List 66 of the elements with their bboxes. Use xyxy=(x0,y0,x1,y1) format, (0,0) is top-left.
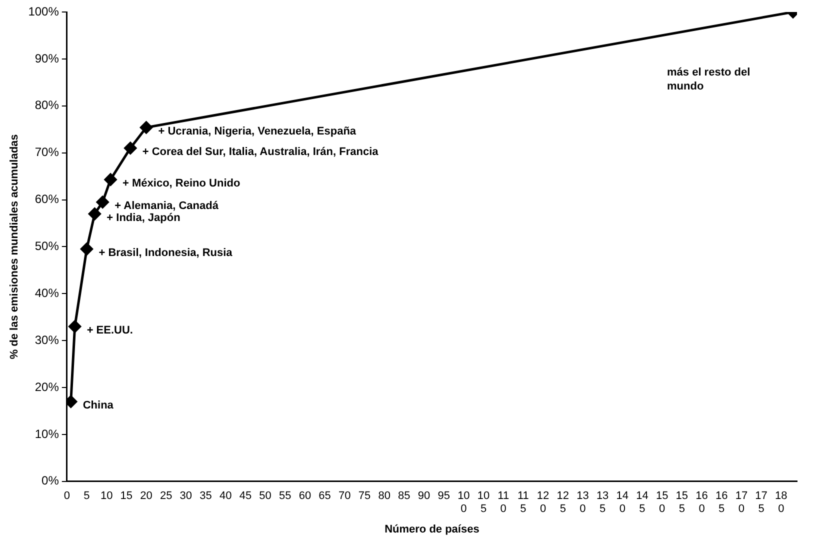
y-tick-label: 40% xyxy=(34,286,60,300)
x-tick-label: 14 5 xyxy=(636,490,648,516)
point xyxy=(140,121,152,134)
x-tick-label: 15 xyxy=(120,490,133,502)
x-tick-label: 25 xyxy=(160,490,172,502)
x-tick-label: 10 5 xyxy=(477,490,490,516)
x-tick-label: 20 xyxy=(140,490,152,502)
x-tick-label: 15 0 xyxy=(656,490,668,516)
annotation: + México, Reino Unido xyxy=(122,178,240,190)
y-tick-label: 90% xyxy=(34,51,60,66)
x-tick-label: 10 0 xyxy=(458,490,470,516)
x-tick-label: 60 xyxy=(298,490,312,502)
x-tick-label: 65 xyxy=(318,490,331,502)
y-tick-label: 50% xyxy=(34,239,60,254)
point xyxy=(80,242,93,256)
x-tick-label: 50 xyxy=(259,490,272,502)
x-tick-label: 16 5 xyxy=(715,490,728,516)
x-tick-label: 11 0 xyxy=(498,490,510,516)
x-tick-label: 13 0 xyxy=(576,490,589,516)
x-tick-label: 55 xyxy=(279,490,292,502)
y-tick-label: 70% xyxy=(34,145,60,160)
annotation: + Ucrania, Nigeria, Venezuela, España xyxy=(158,126,357,138)
x-tick-label: 17 0 xyxy=(735,490,748,516)
y-tick-label: 60% xyxy=(34,192,60,206)
annotation: + Alemania, Canadá xyxy=(114,200,220,212)
point xyxy=(88,208,101,220)
annotation: + EE.UU. xyxy=(86,324,133,337)
x-tick-label: 12 5 xyxy=(556,490,570,516)
annotation: + Brasil, Indonesia, Rusia xyxy=(98,247,234,260)
x-tick-label: 95 xyxy=(438,490,450,502)
y-tick-label: 0% xyxy=(42,474,60,488)
x-tick-label: 16 0 xyxy=(696,490,708,516)
y-tick-label: 10% xyxy=(34,426,60,441)
y-tick-label: 30% xyxy=(34,332,60,347)
x-tick-label: 10 xyxy=(100,490,113,502)
x-tick-label: 40 xyxy=(219,490,232,502)
y-tick-label: 80% xyxy=(34,98,60,112)
x-tick-label: 35 xyxy=(200,490,212,502)
x-tick-label: 14 0 xyxy=(616,490,629,516)
annotation: más el resto del mundo xyxy=(667,66,750,93)
annotation: China xyxy=(82,400,114,412)
annotation: + India, Japón xyxy=(106,212,181,224)
x-tick-label: 18 0 xyxy=(775,490,788,516)
x-tick-label: 17 5 xyxy=(755,490,768,516)
x-tick-label: 0 xyxy=(64,490,70,502)
x-tick-label: 12 0 xyxy=(536,490,550,516)
x-tick-label: 5 xyxy=(84,490,90,502)
x-tick-label: 13 5 xyxy=(596,490,609,516)
annotation: + Corea del Sur, Italia, Australia, Irán, Francia xyxy=(142,146,380,158)
y-tick-label: 20% xyxy=(34,380,60,394)
point xyxy=(124,142,137,154)
point xyxy=(104,173,117,186)
point xyxy=(96,196,109,208)
x-tick-label: 70 xyxy=(338,490,351,502)
y-tick-label: 100% xyxy=(28,4,60,18)
x-tick-label: 30 xyxy=(180,490,192,502)
y-axis-title: % de las emisiones mundiales acumuladas xyxy=(8,134,21,360)
x-tick-label: 90 xyxy=(418,490,430,502)
x-tick-label: 15 5 xyxy=(676,490,688,516)
x-tick-label: 11 5 xyxy=(518,490,529,516)
x-axis-title: Número de países xyxy=(384,523,480,536)
x-tick-label: 75 xyxy=(358,490,371,502)
x-tick-label: 45 xyxy=(239,490,252,502)
x-tick-label: 85 xyxy=(398,490,410,502)
point xyxy=(68,320,82,333)
x-tick-label: 80 xyxy=(378,490,390,502)
